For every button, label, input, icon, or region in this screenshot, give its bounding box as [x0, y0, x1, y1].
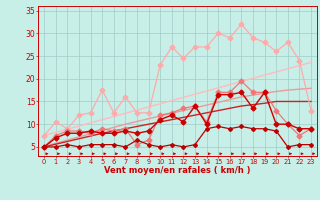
- X-axis label: Vent moyen/en rafales ( km/h ): Vent moyen/en rafales ( km/h ): [104, 166, 251, 175]
